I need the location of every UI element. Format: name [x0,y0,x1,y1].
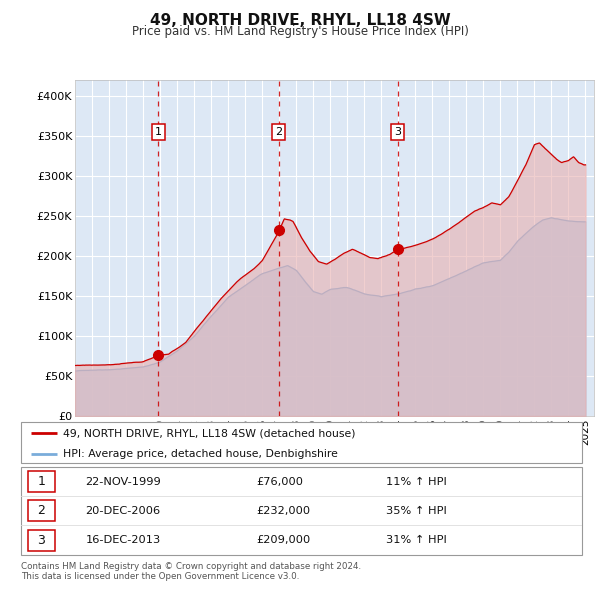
Text: 2: 2 [275,127,282,137]
Text: 1: 1 [37,476,45,489]
FancyBboxPatch shape [28,530,55,550]
Text: 16-DEC-2013: 16-DEC-2013 [86,535,161,545]
Text: 49, NORTH DRIVE, RHYL, LL18 4SW: 49, NORTH DRIVE, RHYL, LL18 4SW [149,13,451,28]
Text: £232,000: £232,000 [257,506,311,516]
Text: 35% ↑ HPI: 35% ↑ HPI [386,506,446,516]
Text: Contains HM Land Registry data © Crown copyright and database right 2024.
This d: Contains HM Land Registry data © Crown c… [21,562,361,581]
Text: 31% ↑ HPI: 31% ↑ HPI [386,535,446,545]
Text: HPI: Average price, detached house, Denbighshire: HPI: Average price, detached house, Denb… [63,449,338,459]
Text: 11% ↑ HPI: 11% ↑ HPI [386,477,446,487]
Text: 22-NOV-1999: 22-NOV-1999 [86,477,161,487]
Text: 2: 2 [37,504,45,517]
FancyBboxPatch shape [28,471,55,492]
Text: 3: 3 [37,533,45,546]
Text: £76,000: £76,000 [257,477,304,487]
Text: 49, NORTH DRIVE, RHYL, LL18 4SW (detached house): 49, NORTH DRIVE, RHYL, LL18 4SW (detache… [63,428,356,438]
Text: Price paid vs. HM Land Registry's House Price Index (HPI): Price paid vs. HM Land Registry's House … [131,25,469,38]
Text: 1: 1 [155,127,162,137]
Text: 3: 3 [394,127,401,137]
Text: £209,000: £209,000 [257,535,311,545]
FancyBboxPatch shape [28,500,55,522]
Text: 20-DEC-2006: 20-DEC-2006 [86,506,161,516]
